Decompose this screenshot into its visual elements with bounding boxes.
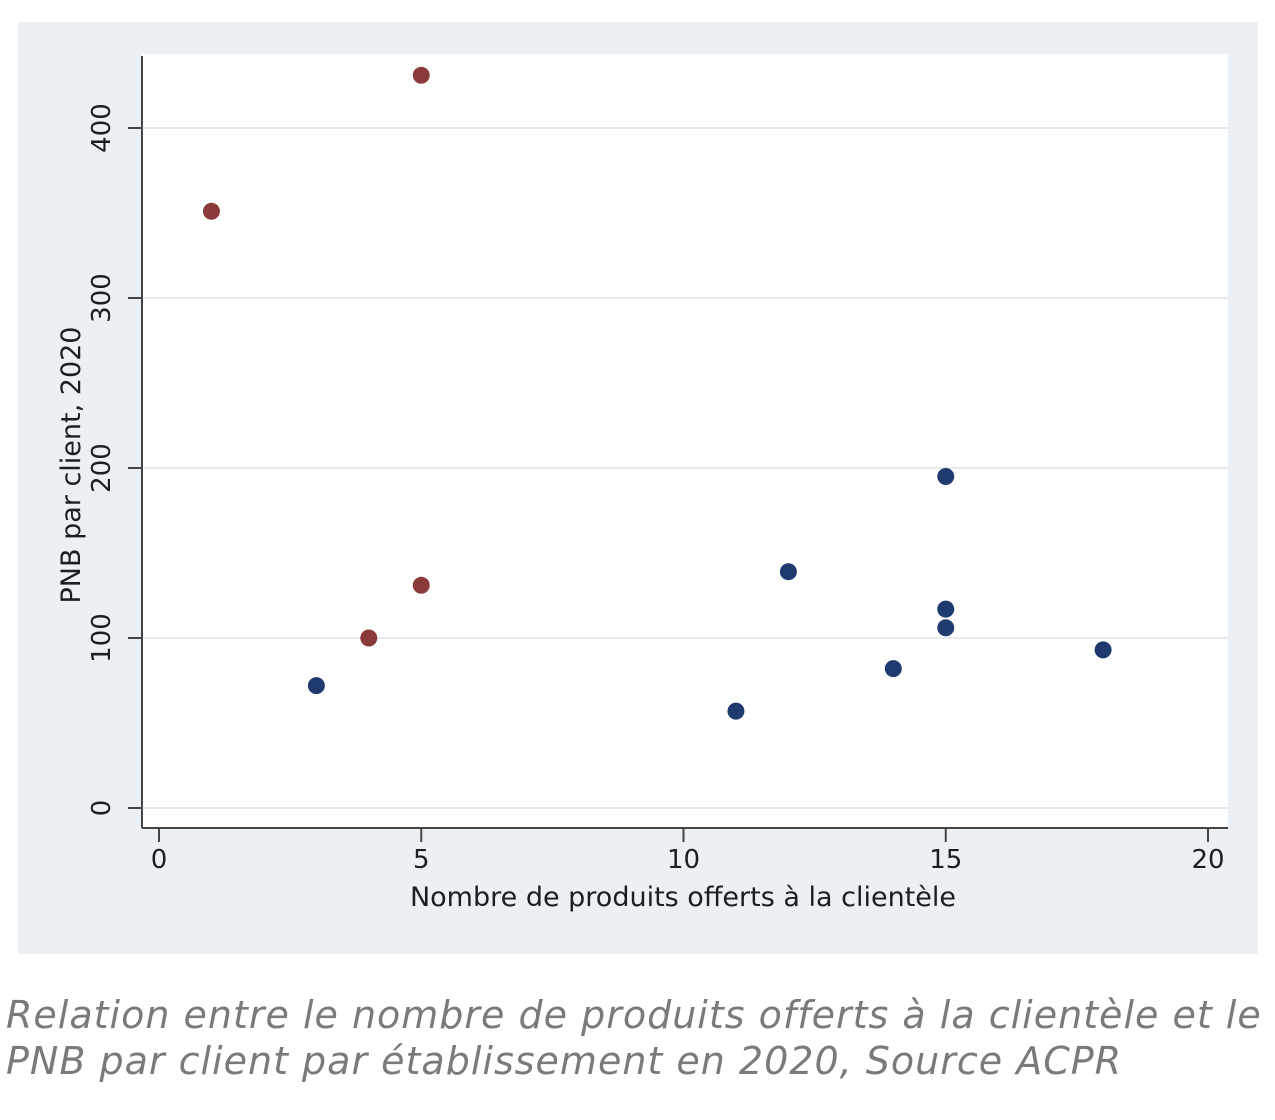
y-tick-label: 100 <box>87 613 117 663</box>
grid-lines <box>144 127 1228 809</box>
x-tick-label: 20 <box>1191 845 1224 875</box>
y-axis-title: PNB par client, 2020 <box>56 327 87 604</box>
y-tick-label: 200 <box>87 443 117 493</box>
scatter-chart: 0 100 200 300 400 0 5 10 15 20 Nombre de produits… <box>56 54 1228 913</box>
data-point <box>307 677 325 695</box>
data-point <box>1094 641 1112 659</box>
axis-ticks: 0 100 200 300 400 0 5 10 15 20 <box>87 103 1225 875</box>
data-point <box>937 600 955 618</box>
data-point <box>727 702 745 720</box>
x-tick-label: 15 <box>929 845 962 875</box>
y-tick-label: 400 <box>87 103 117 153</box>
y-tick-label: 300 <box>87 273 117 323</box>
data-point <box>937 468 955 485</box>
data-point <box>360 629 378 647</box>
x-axis-title: Nombre de produits offerts à la clientèl… <box>410 882 956 913</box>
data-point <box>412 576 430 594</box>
data-point <box>937 619 955 637</box>
data-point <box>884 660 902 678</box>
data-point <box>202 202 220 220</box>
data-point <box>779 563 797 581</box>
chart-panel: 0 100 200 300 400 0 5 10 15 20 Nombre de produits… <box>18 22 1258 954</box>
data-point <box>412 66 430 84</box>
x-tick-label: 0 <box>151 845 168 875</box>
figure-caption: Relation entre le nombre de produits off… <box>6 993 1262 1083</box>
x-tick-label: 10 <box>667 845 700 875</box>
x-tick-label: 5 <box>413 845 430 875</box>
y-tick-label: 0 <box>87 800 117 817</box>
data-points <box>202 66 1112 720</box>
plot-area <box>142 54 1228 828</box>
